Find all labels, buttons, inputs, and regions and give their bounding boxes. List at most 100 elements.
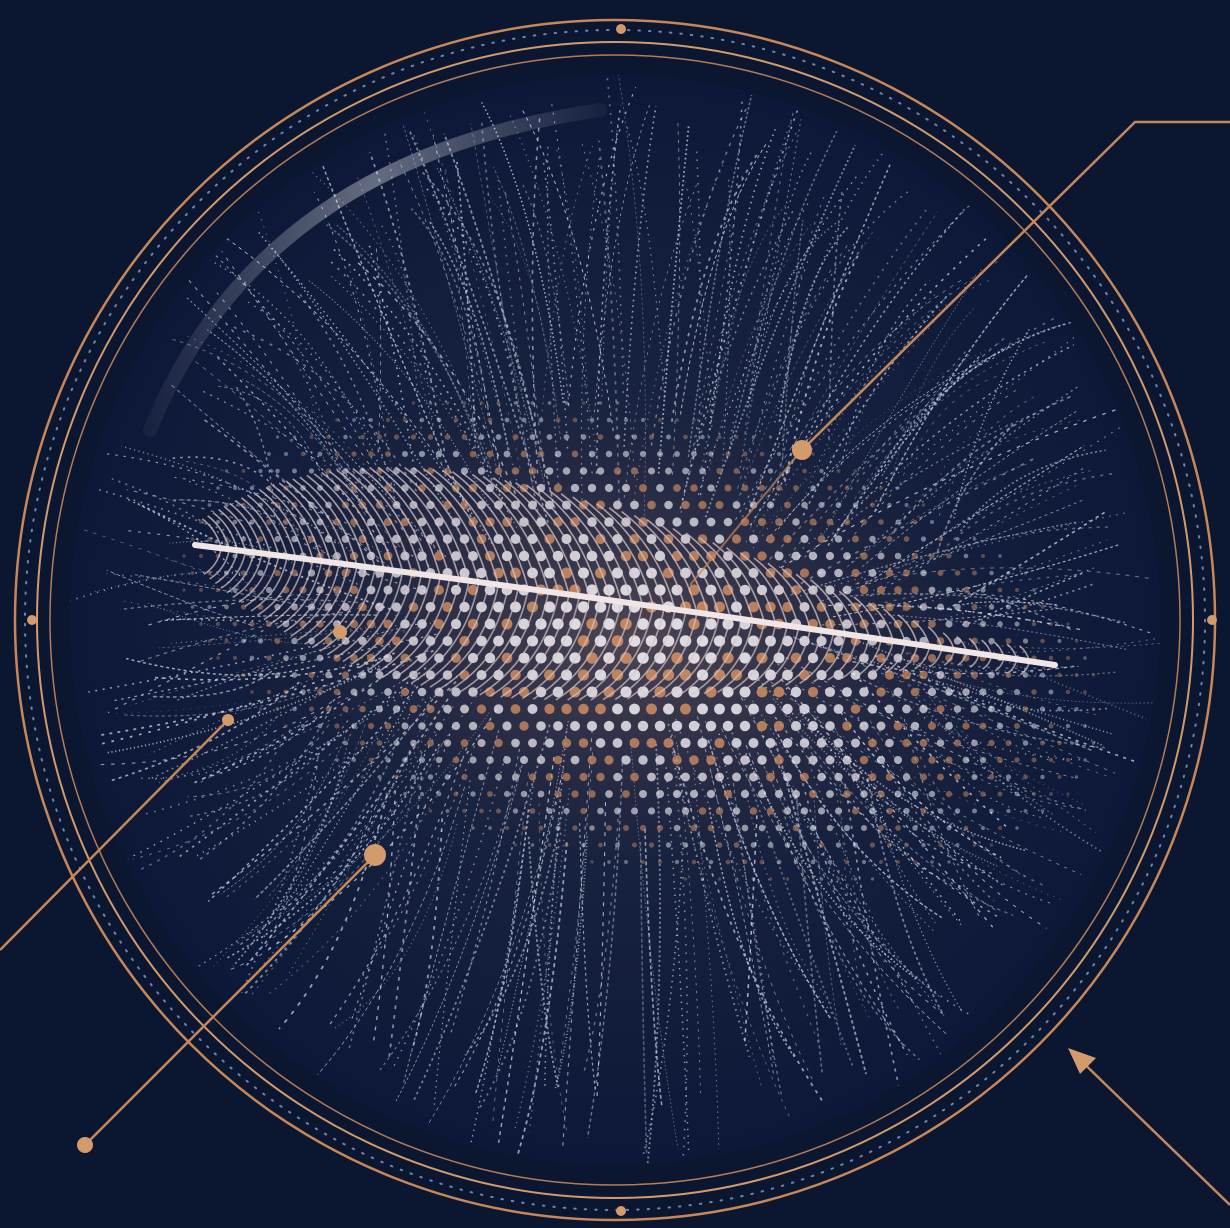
halftone-dot — [833, 669, 844, 681]
halftone-dot — [663, 703, 674, 715]
filament — [814, 711, 963, 927]
halftone-dot — [886, 535, 893, 543]
filament — [186, 461, 299, 533]
filament — [721, 176, 731, 473]
filament — [372, 790, 396, 1043]
halftone-dot — [1039, 672, 1046, 678]
halftone-dot — [527, 669, 538, 681]
filament — [151, 670, 273, 698]
halftone-dot — [876, 585, 886, 595]
halftone-dot — [1091, 707, 1096, 711]
halftone-dot — [734, 435, 739, 439]
halftone-dot — [1065, 689, 1071, 695]
halftone-dot — [861, 859, 867, 865]
halftone-dot — [596, 467, 605, 475]
halftone-dot — [980, 791, 986, 797]
halftone-dot — [681, 807, 690, 815]
halftone-dot — [368, 757, 374, 763]
filament — [835, 792, 901, 1012]
feather-barb — [253, 491, 297, 558]
halftone-dot — [775, 484, 783, 492]
feather-barb — [432, 468, 510, 587]
halftone-dot — [766, 501, 775, 509]
feather-barb — [352, 467, 423, 575]
filament — [308, 280, 493, 512]
filament — [790, 521, 1079, 596]
filament — [207, 681, 457, 898]
halftone-dot — [902, 773, 911, 781]
feather-barb — [410, 581, 480, 684]
feather-barb — [602, 607, 665, 701]
feather-barb — [621, 510, 687, 612]
filament — [145, 602, 312, 645]
halftone-dot — [989, 570, 994, 576]
halftone-dot — [487, 791, 493, 797]
halftone-dot — [859, 721, 869, 731]
halftone-dot — [895, 825, 901, 831]
filament — [938, 396, 1034, 516]
callout-top-right — [799, 120, 1230, 453]
halftone-dot — [749, 772, 758, 782]
feather-barb — [493, 477, 570, 595]
filament — [487, 194, 558, 405]
filament — [282, 694, 413, 910]
halftone-dot — [706, 517, 716, 527]
halftone-dot — [308, 671, 315, 679]
feather-barb — [263, 558, 306, 621]
halftone-dot — [588, 790, 596, 798]
halftone-dot — [791, 789, 801, 799]
filament — [820, 498, 1086, 602]
filament — [902, 539, 1108, 611]
feather-barb — [841, 637, 870, 679]
halftone-dot — [495, 773, 502, 781]
halftone-dot — [629, 738, 640, 748]
halftone-dot — [536, 721, 546, 731]
halftone-dot — [359, 740, 366, 746]
marker-left — [222, 714, 234, 726]
halftone-dot — [528, 738, 537, 748]
ornament-top — [616, 24, 626, 34]
halftone-dot — [724, 824, 732, 832]
filament — [410, 818, 444, 1052]
halftone-dot — [547, 843, 552, 847]
halftone-dot — [640, 417, 646, 423]
halftone-dot — [937, 773, 944, 781]
filament — [646, 743, 661, 1165]
halftone-dot — [1048, 723, 1054, 729]
filament — [82, 529, 266, 599]
filament — [840, 740, 1054, 905]
filament — [580, 139, 635, 478]
halftone-dot — [911, 586, 919, 594]
halftone-dot — [853, 469, 858, 473]
filament — [542, 159, 569, 449]
feather-barb — [395, 466, 470, 581]
feather-barb — [468, 590, 540, 695]
halftone-dot — [577, 635, 590, 647]
filament — [961, 582, 1097, 626]
halftone-dot — [784, 842, 791, 848]
feather-barb — [420, 583, 490, 686]
filament — [853, 638, 1105, 747]
halftone-dot — [893, 755, 903, 765]
halftone-dot — [1040, 605, 1045, 609]
halftone-dot — [980, 825, 986, 831]
halftone-dot — [876, 721, 886, 731]
halftone-dot — [190, 537, 195, 541]
halftone-dot — [1005, 774, 1012, 780]
halftone-dot — [732, 772, 741, 782]
halftone-dot — [997, 587, 1003, 593]
filament — [899, 371, 1012, 485]
ring-dotted — [24, 29, 1206, 1211]
filament — [833, 722, 936, 924]
halftone-dot — [275, 435, 280, 439]
halftone-dot — [547, 401, 552, 405]
halftone-dot — [571, 790, 579, 798]
feather-barb — [229, 502, 263, 554]
filament — [169, 456, 294, 511]
filament — [892, 671, 1097, 833]
feather-barb — [244, 555, 280, 608]
halftone-dot — [606, 825, 612, 831]
halftone-dot — [689, 755, 699, 765]
halftone-dot — [417, 653, 427, 663]
halftone-dot — [546, 808, 553, 814]
